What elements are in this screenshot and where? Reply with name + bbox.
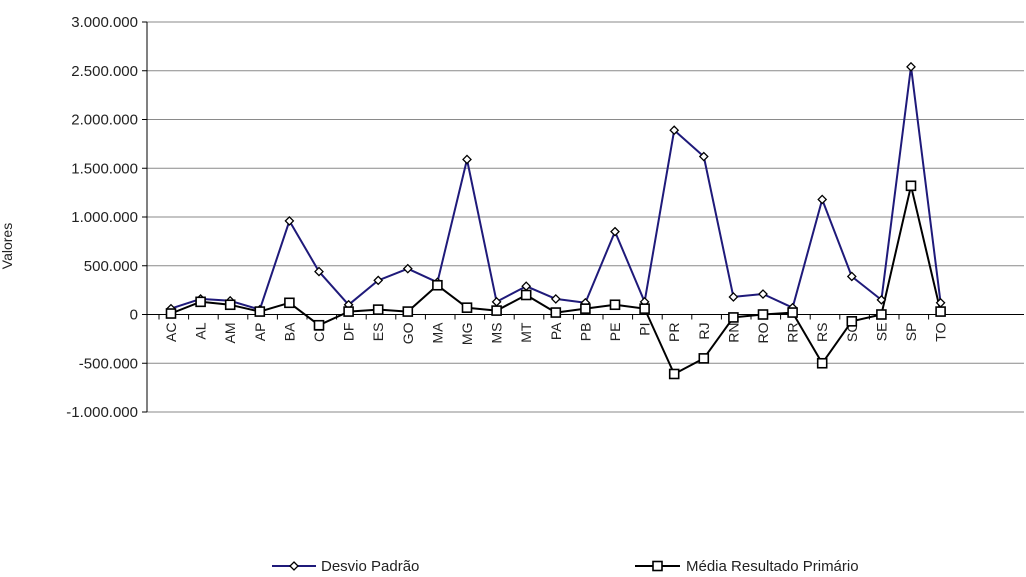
legend: Desvio Padrão Média Resultado Primário — [272, 558, 859, 575]
y-axis-label: Valores — [0, 223, 15, 269]
data-point-square[interactable] — [580, 303, 591, 314]
x-tick-label: PB — [577, 323, 593, 342]
y-tick-label: 2.500.000 — [71, 63, 138, 80]
data-point-square[interactable] — [491, 305, 502, 316]
data-point-square[interactable] — [343, 306, 354, 317]
x-tick-label: SE — [873, 323, 889, 342]
y-tick-labels: 3.000.000 2.500.000 2.000.000 1.500.000 1.00… — [66, 14, 138, 421]
x-tick-label: TO — [933, 322, 949, 341]
data-point-square[interactable] — [520, 289, 532, 301]
x-tick-label: BA — [281, 322, 297, 341]
x-tick-label: AM — [222, 323, 238, 344]
data-point-diamond[interactable] — [521, 281, 532, 292]
data-point-square[interactable] — [728, 312, 739, 323]
data-point-square[interactable] — [284, 297, 295, 309]
x-tick-label: RO — [755, 322, 771, 343]
data-point-square[interactable] — [372, 304, 384, 315]
y-tick-label: 1.500.000 — [71, 160, 138, 177]
data-point-square[interactable] — [698, 353, 710, 364]
data-point-diamond[interactable] — [402, 263, 413, 274]
data-point-square[interactable] — [876, 309, 887, 320]
data-point-square[interactable] — [313, 319, 325, 331]
series-markers — [165, 61, 946, 380]
data-point-square[interactable] — [846, 316, 858, 327]
y-tick-label: 1.000.000 — [71, 209, 138, 226]
x-tick-label: MT — [518, 322, 534, 343]
data-point-square[interactable] — [550, 307, 562, 318]
data-point-diamond[interactable] — [758, 289, 768, 299]
y-tick-label: -1.000.000 — [66, 404, 138, 421]
x-tick-label: PR — [666, 323, 682, 342]
data-point-square[interactable] — [254, 306, 266, 317]
data-point-diamond[interactable] — [550, 293, 561, 304]
x-tick-label: GO — [400, 322, 416, 344]
data-point-square[interactable] — [609, 299, 621, 311]
data-point-square[interactable] — [668, 368, 680, 380]
data-point-square[interactable] — [905, 180, 917, 192]
y-tick-label: 3.000.000 — [71, 14, 138, 31]
data-point-square[interactable] — [224, 299, 236, 311]
data-point-diamond[interactable] — [373, 275, 384, 286]
x-tick-label: ES — [370, 323, 386, 342]
legend-label-desvio-padrao: Desvio Padrão — [321, 558, 419, 575]
x-tick-label: DF — [341, 323, 357, 342]
data-point-diamond[interactable] — [491, 296, 502, 307]
x-tick-label: AL — [193, 322, 209, 339]
x-tick-label: AP — [252, 323, 268, 342]
series-line-1 — [170, 184, 942, 375]
data-point-square[interactable] — [432, 279, 443, 291]
legend-entry-media-resultado-primario[interactable]: Média Resultado Primário — [635, 558, 859, 575]
data-point-diamond[interactable] — [284, 215, 295, 226]
data-point-diamond[interactable] — [876, 294, 887, 305]
data-point-square[interactable] — [935, 306, 946, 317]
y-tick-label: 0 — [130, 307, 138, 324]
data-point-diamond[interactable] — [846, 271, 857, 282]
data-point-diamond[interactable] — [817, 194, 828, 205]
legend-entry-desvio-padrao[interactable]: Desvio Padrão — [272, 558, 419, 575]
x-tick-label: PI — [637, 323, 653, 336]
data-point-square[interactable] — [461, 302, 473, 313]
data-point-square[interactable] — [787, 307, 798, 318]
x-tick-label: PE — [607, 323, 623, 342]
data-point-diamond[interactable] — [610, 226, 620, 237]
x-tick-label: SP — [903, 323, 919, 342]
data-point-square[interactable] — [757, 309, 769, 320]
data-point-diamond[interactable] — [462, 154, 472, 165]
x-tick-label: MS — [489, 322, 505, 343]
x-tick-label: MA — [429, 322, 445, 344]
x-tick-label: RS — [814, 323, 830, 342]
data-point-square[interactable] — [402, 306, 414, 317]
y-tick-label: 2.000.000 — [71, 112, 138, 129]
legend-label-media-resultado-primario: Média Resultado Primário — [686, 558, 859, 575]
series-line-0 — [170, 65, 942, 311]
data-point-diamond[interactable] — [669, 125, 680, 136]
data-point-diamond[interactable] — [728, 292, 739, 302]
data-point-diamond[interactable] — [906, 61, 916, 72]
legend-marker-diamond — [289, 561, 299, 571]
x-tick-label: RR — [785, 323, 801, 343]
data-point-diamond[interactable] — [314, 266, 324, 277]
y-tick-label: 500.000 — [84, 258, 138, 275]
data-point-square[interactable] — [816, 357, 828, 369]
data-point-square[interactable] — [165, 308, 177, 319]
x-tick-label: RJ — [696, 323, 712, 340]
x-tick-labels: AC AL AM AP BA CE DF ES GO MA MG MS MT PA PB PE PI PR RJ RN… — [163, 322, 949, 345]
x-tick-label: PA — [548, 322, 564, 340]
x-tick-label: MG — [459, 323, 475, 346]
data-point-diamond[interactable] — [698, 151, 709, 162]
data-point-square[interactable] — [639, 303, 650, 314]
y-tick-label: -500.000 — [79, 355, 138, 372]
data-point-square[interactable] — [195, 296, 206, 308]
x-tick-label: RN — [725, 323, 741, 343]
legend-marker-square — [652, 560, 663, 572]
x-tick-label: AC — [163, 323, 179, 342]
